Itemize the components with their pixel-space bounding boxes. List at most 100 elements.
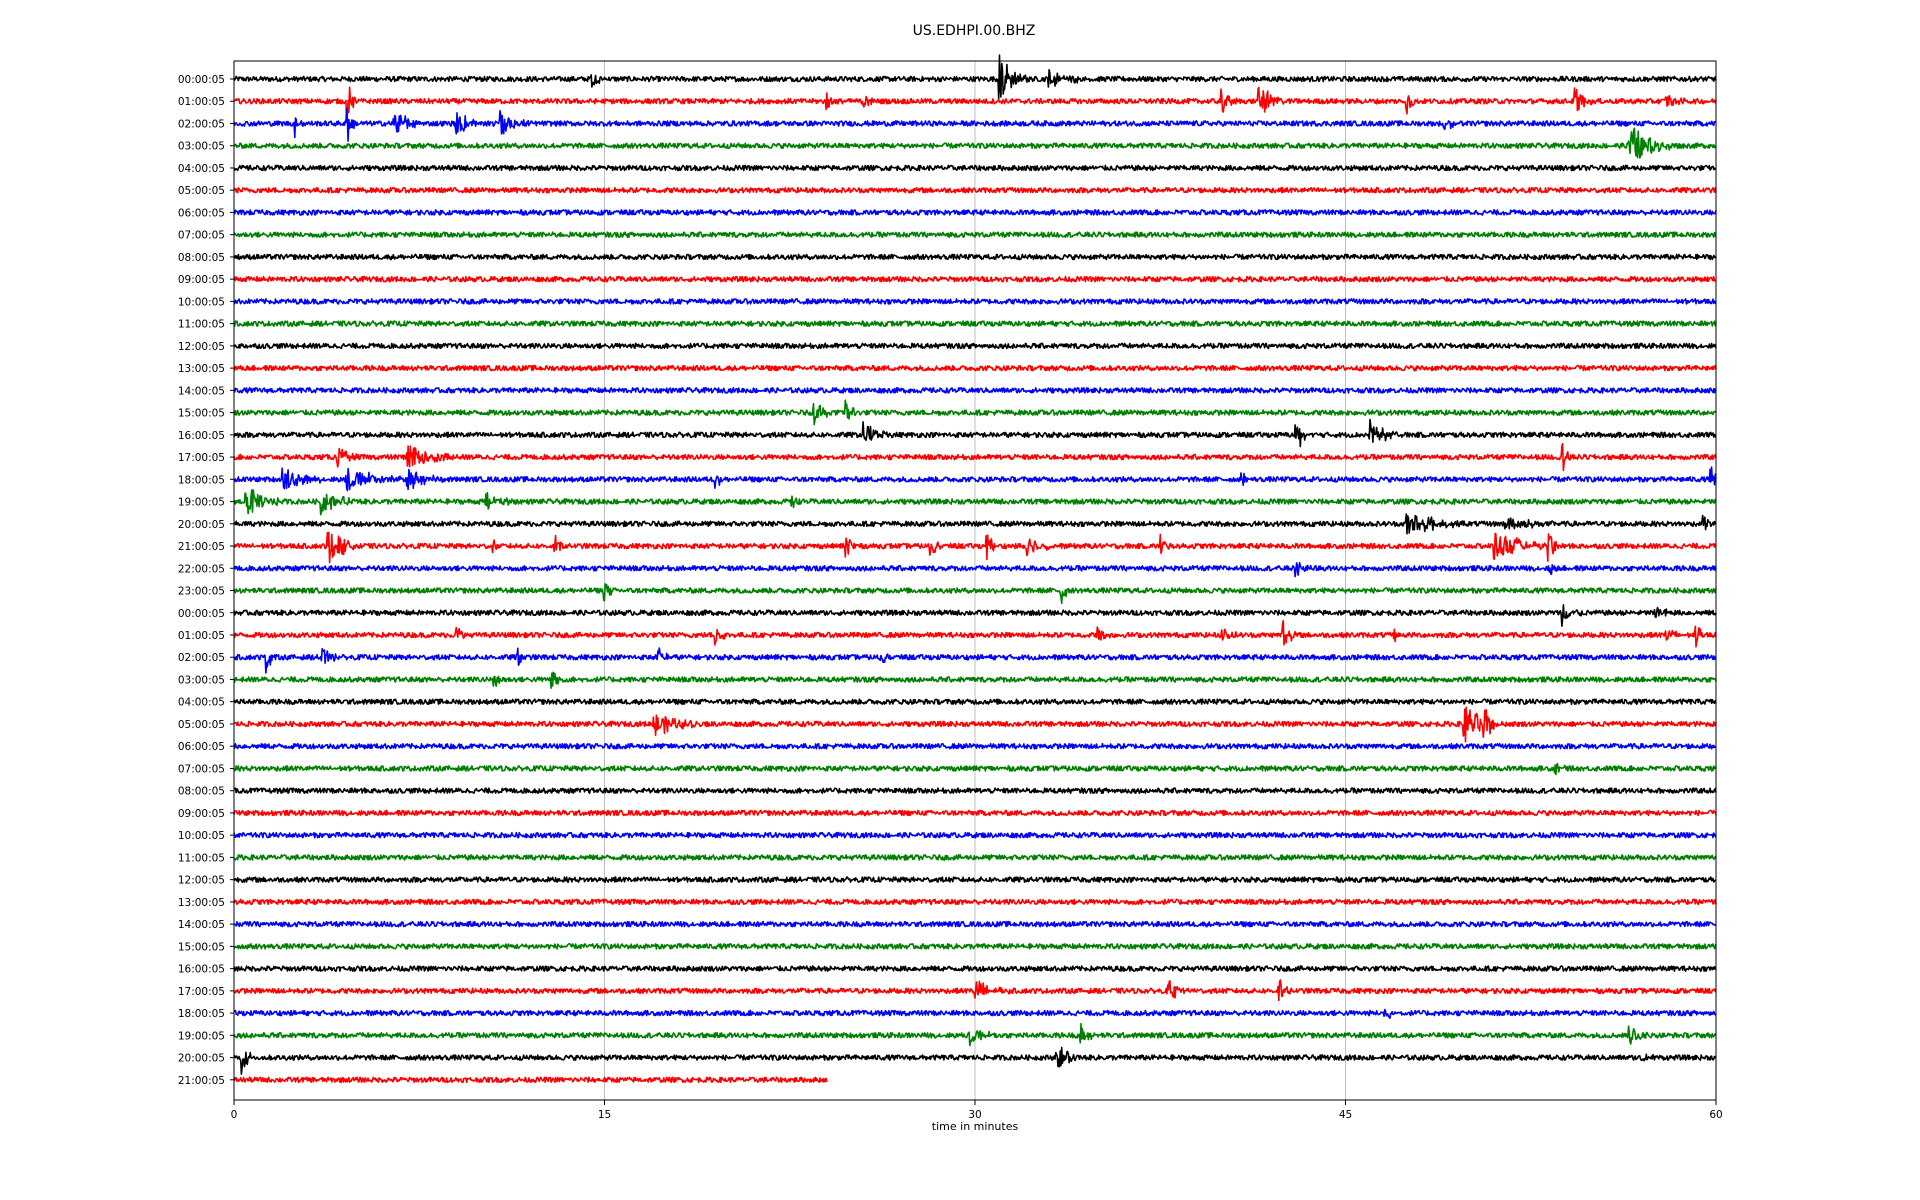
seismic-trace-row-18 xyxy=(233,466,1717,492)
x-tick-label: 30 xyxy=(968,1109,981,1121)
seismic-trace-row-15 xyxy=(233,399,1717,426)
y-tick-label: 18:00:05 xyxy=(178,1008,225,1020)
seismic-trace-row-9 xyxy=(233,275,1717,283)
y-tick-label: 03:00:05 xyxy=(178,141,225,153)
y-tick-label: 02:00:05 xyxy=(178,652,225,664)
seismic-trace-row-1 xyxy=(233,86,1717,121)
y-tick-label: 05:00:05 xyxy=(178,719,225,731)
seismic-trace-row-33 xyxy=(233,809,1717,817)
seismic-trace-row-13 xyxy=(233,364,1717,372)
y-tick-label: 06:00:05 xyxy=(178,741,225,753)
y-tick-label: 17:00:05 xyxy=(178,452,225,464)
x-tick-label: 15 xyxy=(598,1109,611,1121)
seismic-trace-row-6 xyxy=(233,209,1717,216)
y-tick-label: 23:00:05 xyxy=(178,586,225,598)
y-tick-label: 08:00:05 xyxy=(178,252,225,264)
vertical-grid xyxy=(604,61,1346,1100)
seismic-trace-row-3 xyxy=(233,127,1717,159)
x-axis-label: time in minutes xyxy=(932,1120,1019,1133)
seismic-trace-row-26 xyxy=(233,647,1717,674)
seismic-trace-row-11 xyxy=(233,320,1717,327)
y-tick-label: 14:00:05 xyxy=(178,385,225,397)
seismic-traces xyxy=(233,54,1717,1084)
y-tick-label: 04:00:05 xyxy=(178,163,225,175)
y-tick-label: 06:00:05 xyxy=(178,207,225,219)
seismic-trace-row-45 xyxy=(233,1076,828,1084)
seismic-trace-row-23 xyxy=(233,583,1717,605)
y-tick-label: 15:00:05 xyxy=(178,408,225,420)
seismic-trace-row-43 xyxy=(233,1022,1717,1047)
y-tick-label: 18:00:05 xyxy=(178,474,225,486)
y-tick-label: 03:00:05 xyxy=(178,674,225,686)
y-tick-label: 19:00:05 xyxy=(178,497,225,509)
seismic-trace-row-0 xyxy=(233,54,1717,100)
seismic-trace-row-39 xyxy=(233,943,1717,950)
seismic-trace-row-27 xyxy=(233,671,1717,689)
y-tick-label: 11:00:05 xyxy=(178,319,225,331)
y-tick-label: 00:00:05 xyxy=(178,74,225,86)
seismic-trace-row-20 xyxy=(233,513,1717,535)
y-tick-label: 00:00:05 xyxy=(178,608,225,620)
y-tick-label: 01:00:05 xyxy=(178,630,225,642)
y-tick-labels: 00:00:05 01:00:05 02:00:05 03:00:05 04:00:05… xyxy=(178,74,234,1087)
y-tick-label: 08:00:05 xyxy=(178,786,225,798)
y-tick-label: 14:00:05 xyxy=(178,919,225,931)
seismic-trace-row-34 xyxy=(233,831,1717,839)
y-tick-label: 21:00:05 xyxy=(178,541,225,553)
seismic-trace-row-8 xyxy=(233,253,1717,261)
y-tick-label: 15:00:05 xyxy=(178,941,225,953)
y-tick-label: 07:00:05 xyxy=(178,230,225,242)
y-tick-label: 11:00:05 xyxy=(178,852,225,864)
x-tick-labels: 0 15 30 45 60 xyxy=(231,1100,1723,1121)
seismic-trace-row-21 xyxy=(233,531,1717,564)
y-tick-label: 19:00:05 xyxy=(178,1030,225,1042)
seismic-trace-row-24 xyxy=(233,604,1717,627)
seismic-trace-row-38 xyxy=(233,920,1717,928)
seismic-trace-row-35 xyxy=(233,854,1717,861)
seismic-trace-row-17 xyxy=(233,443,1717,472)
x-tick-label: 0 xyxy=(231,1109,238,1121)
seismic-trace-row-30 xyxy=(233,742,1717,750)
y-tick-label: 09:00:05 xyxy=(178,808,225,820)
x-tick-label: 60 xyxy=(1709,1109,1722,1121)
seismic-trace-row-2 xyxy=(233,107,1717,142)
seismic-trace-row-7 xyxy=(233,231,1717,238)
y-tick-label: 05:00:05 xyxy=(178,185,225,197)
seismic-trace-row-32 xyxy=(233,787,1717,794)
seismic-trace-row-41 xyxy=(233,979,1717,1002)
seismic-trace-row-29 xyxy=(233,706,1717,743)
seismic-trace-row-5 xyxy=(233,186,1717,194)
seismic-trace-row-4 xyxy=(233,164,1717,172)
seismic-trace-row-37 xyxy=(233,898,1717,906)
seismic-trace-row-31 xyxy=(233,762,1717,776)
seismic-trace-row-25 xyxy=(233,619,1717,648)
seismic-trace-row-44 xyxy=(233,1046,1717,1075)
y-tick-label: 04:00:05 xyxy=(178,697,225,709)
seismic-trace-row-22 xyxy=(233,561,1717,578)
y-tick-label: 17:00:05 xyxy=(178,986,225,998)
y-tick-label: 10:00:05 xyxy=(178,830,225,842)
seismic-trace-row-12 xyxy=(233,342,1717,350)
y-tick-label: 20:00:05 xyxy=(178,519,225,531)
seismic-trace-row-36 xyxy=(233,876,1717,883)
y-tick-label: 20:00:05 xyxy=(178,1053,225,1065)
y-tick-label: 07:00:05 xyxy=(178,763,225,775)
y-tick-label: 22:00:05 xyxy=(178,563,225,575)
y-tick-label: 16:00:05 xyxy=(178,964,225,976)
y-tick-label: 12:00:05 xyxy=(178,875,225,887)
seismic-trace-row-42 xyxy=(233,1008,1717,1019)
y-tick-label: 12:00:05 xyxy=(178,341,225,353)
y-tick-label: 13:00:05 xyxy=(178,897,225,909)
y-tick-label: 09:00:05 xyxy=(178,274,225,286)
seismic-trace-row-14 xyxy=(233,387,1717,394)
chart-title: US.EDHPI.00.BHZ xyxy=(913,23,1036,39)
y-tick-label: 02:00:05 xyxy=(178,118,225,130)
seismic-trace-row-40 xyxy=(233,965,1717,972)
y-tick-label: 21:00:05 xyxy=(178,1075,225,1087)
y-tick-label: 13:00:05 xyxy=(178,363,225,375)
x-tick-label: 45 xyxy=(1339,1109,1352,1121)
seismic-trace-row-28 xyxy=(233,698,1717,705)
y-tick-label: 10:00:05 xyxy=(178,296,225,308)
y-tick-label: 01:00:05 xyxy=(178,96,225,108)
